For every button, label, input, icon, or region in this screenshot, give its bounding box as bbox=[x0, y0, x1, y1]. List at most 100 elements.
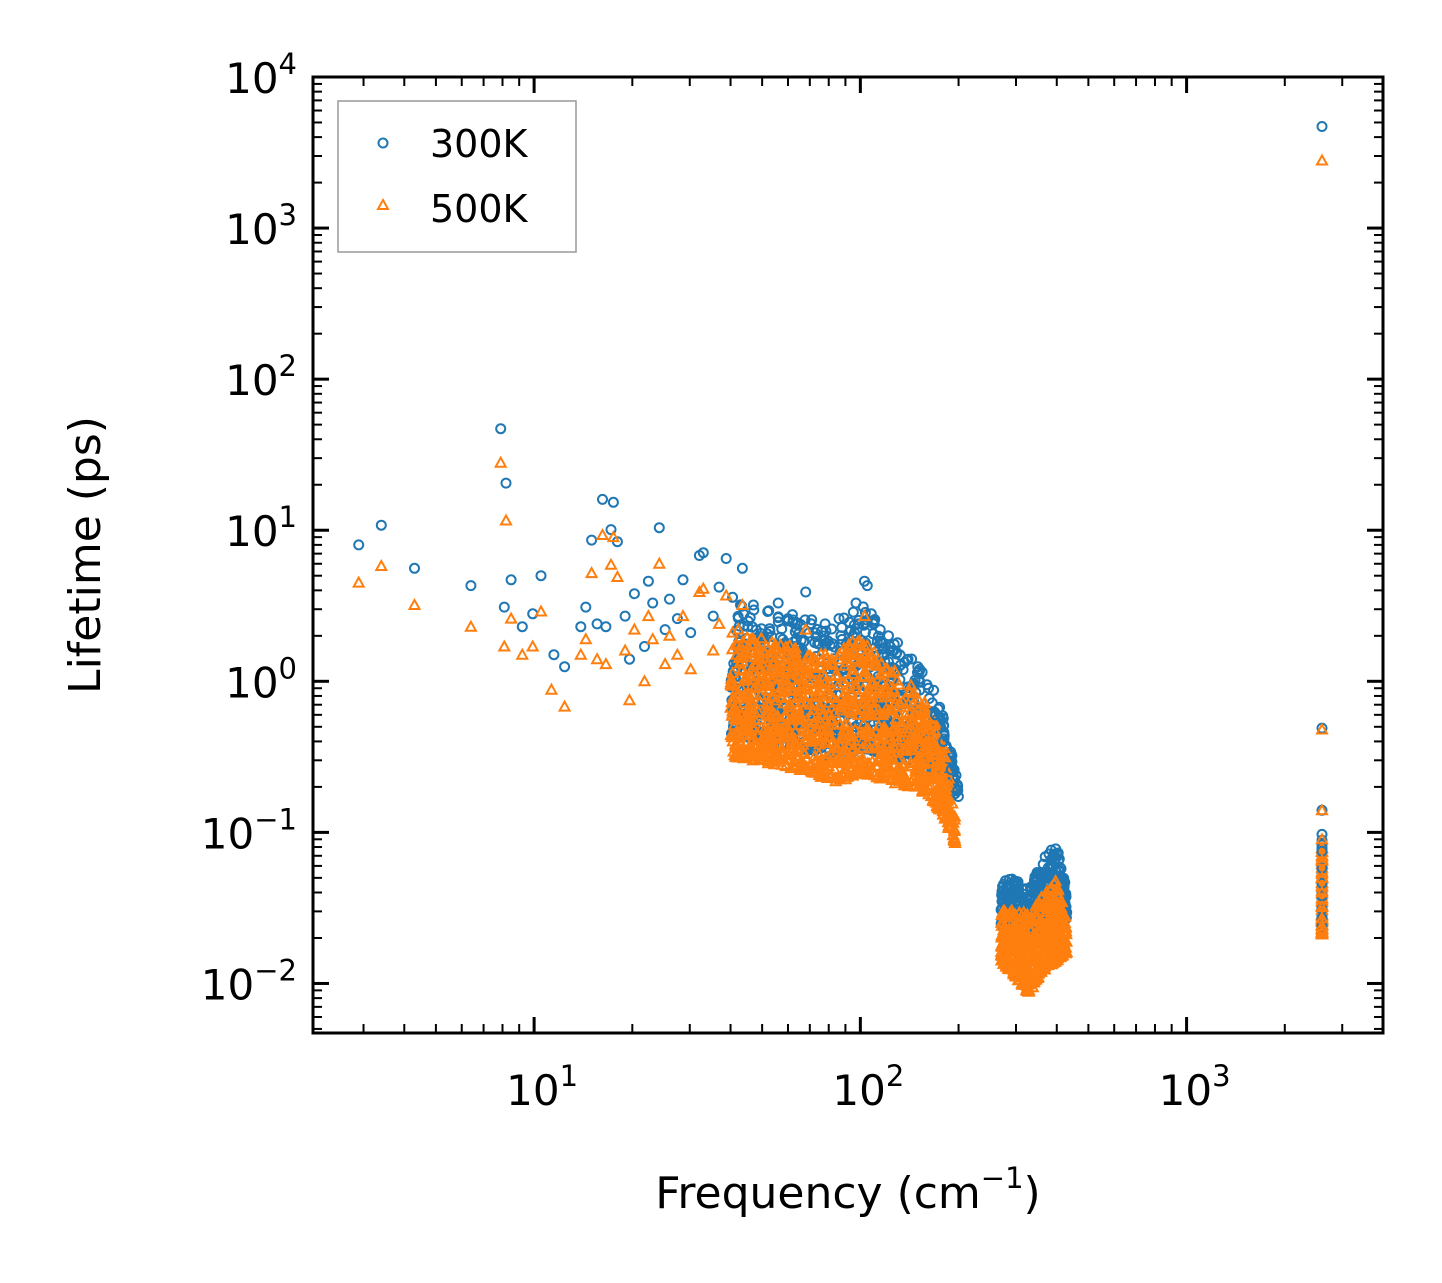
cluster-point-500k bbox=[811, 690, 826, 703]
cluster-point-500k bbox=[803, 648, 817, 661]
cluster-point-500k bbox=[921, 718, 935, 731]
cluster-point-500k bbox=[825, 736, 840, 749]
cluster-point-500k bbox=[920, 739, 935, 752]
cluster-point-500k bbox=[879, 701, 893, 714]
cluster-point-500k bbox=[1032, 960, 1046, 973]
data-point-500k bbox=[658, 657, 672, 670]
cluster-point-500k bbox=[937, 781, 951, 794]
cluster-point-500k bbox=[882, 732, 896, 745]
cluster-point-500k bbox=[903, 721, 918, 734]
cluster-point-500k bbox=[1058, 915, 1072, 928]
cluster-point-500k bbox=[855, 670, 870, 683]
cluster-point-500k bbox=[753, 674, 767, 687]
data-point-300k bbox=[605, 524, 617, 536]
cluster-point-500k bbox=[1051, 934, 1065, 947]
data-point-300k bbox=[1316, 828, 1328, 840]
cluster-point-500k bbox=[1044, 880, 1059, 893]
legend-label-500k: 500K bbox=[430, 187, 529, 231]
cluster-point-500k bbox=[812, 659, 826, 672]
cluster-point-500k bbox=[1031, 957, 1046, 970]
cluster-point-300k bbox=[789, 618, 801, 630]
data-point-300k bbox=[727, 591, 739, 603]
data-point-300k bbox=[707, 610, 719, 622]
data-point-300k bbox=[559, 661, 571, 673]
cluster-point-500k bbox=[813, 699, 827, 712]
data-point-300k bbox=[498, 601, 510, 613]
cluster-point-500k bbox=[870, 770, 884, 783]
cluster-point-500k bbox=[917, 777, 931, 790]
cluster-point-500k bbox=[1018, 940, 1032, 953]
data-point-500k bbox=[1315, 803, 1329, 816]
data-point-300k bbox=[495, 423, 507, 435]
cluster-point-500k bbox=[887, 740, 902, 753]
cluster-point-500k bbox=[821, 682, 835, 695]
cluster-point-300k bbox=[813, 638, 825, 649]
data-point-500k bbox=[944, 813, 958, 826]
cluster-point-500k bbox=[912, 694, 926, 707]
data-point-500k bbox=[374, 558, 388, 571]
data-point-300k bbox=[580, 601, 592, 613]
cluster-point-500k bbox=[1041, 950, 1055, 963]
x-tick-label: 101 bbox=[506, 1059, 578, 1115]
scatter-points bbox=[352, 121, 1329, 937]
cluster-point-300k bbox=[806, 614, 818, 626]
data-point-500k bbox=[799, 622, 813, 635]
cluster-point-500k bbox=[754, 688, 768, 701]
cluster-point-500k bbox=[880, 661, 894, 674]
cluster-point-500k bbox=[1008, 966, 1022, 979]
cluster-point-500k bbox=[933, 784, 947, 797]
cluster-point-500k bbox=[796, 728, 810, 741]
data-point-300k bbox=[819, 618, 831, 630]
data-point-300k bbox=[850, 597, 862, 609]
cluster-point-500k bbox=[940, 800, 954, 813]
data-point-300k bbox=[516, 621, 528, 633]
cluster-point-500k bbox=[887, 684, 901, 697]
cluster-point-500k bbox=[868, 740, 883, 753]
cluster-point-500k bbox=[1021, 942, 1035, 955]
cluster-point-500k bbox=[917, 696, 932, 709]
cluster-point-500k bbox=[1034, 932, 1049, 945]
cluster-point-500k bbox=[860, 638, 874, 651]
data-point-300k bbox=[874, 624, 886, 636]
data-point-300k bbox=[619, 610, 631, 622]
cluster-point-500k bbox=[996, 906, 1010, 919]
data-point-500k bbox=[590, 652, 604, 665]
data-point-300k bbox=[647, 597, 659, 609]
x-tick-label: 103 bbox=[1159, 1059, 1231, 1115]
data-point-300k bbox=[938, 735, 950, 747]
cluster-point-500k bbox=[764, 671, 778, 684]
cluster-point-500k bbox=[805, 658, 819, 671]
cluster-point-500k bbox=[1037, 941, 1051, 954]
cluster-point-300k bbox=[937, 710, 949, 722]
data-point-500k bbox=[1315, 885, 1329, 898]
data-point-300k bbox=[772, 597, 784, 609]
cluster-point-500k bbox=[833, 772, 847, 785]
cluster-point-500k bbox=[858, 688, 872, 701]
cluster-point-500k bbox=[743, 749, 757, 762]
cluster-point-300k bbox=[836, 633, 848, 645]
data-point-500k bbox=[1315, 918, 1329, 931]
cluster-point-500k bbox=[821, 750, 835, 763]
cluster-point-500k bbox=[913, 711, 927, 724]
data-point-500k bbox=[1315, 924, 1329, 937]
cluster-point-300k bbox=[848, 619, 860, 631]
data-point-300k bbox=[642, 575, 654, 587]
cluster-point-500k bbox=[846, 662, 860, 675]
cluster-point-500k bbox=[863, 685, 877, 698]
data-point-300k bbox=[713, 581, 725, 593]
cluster-point-500k bbox=[830, 739, 844, 752]
cluster-point-500k bbox=[811, 717, 825, 730]
cluster-point-500k bbox=[808, 652, 822, 665]
cluster-point-500k bbox=[885, 772, 899, 785]
cluster-point-300k bbox=[1006, 873, 1018, 885]
data-point-300k bbox=[892, 637, 903, 649]
cluster-point-500k bbox=[947, 823, 962, 836]
cluster-point-500k bbox=[1001, 961, 1015, 974]
cluster-point-500k bbox=[751, 748, 765, 761]
cluster-point-500k bbox=[862, 649, 876, 662]
legend-marker-500k bbox=[376, 197, 390, 210]
cluster-point-500k bbox=[787, 760, 801, 773]
data-point-300k bbox=[628, 588, 640, 600]
cluster-point-500k bbox=[773, 754, 787, 767]
cluster-point-500k bbox=[822, 728, 836, 741]
